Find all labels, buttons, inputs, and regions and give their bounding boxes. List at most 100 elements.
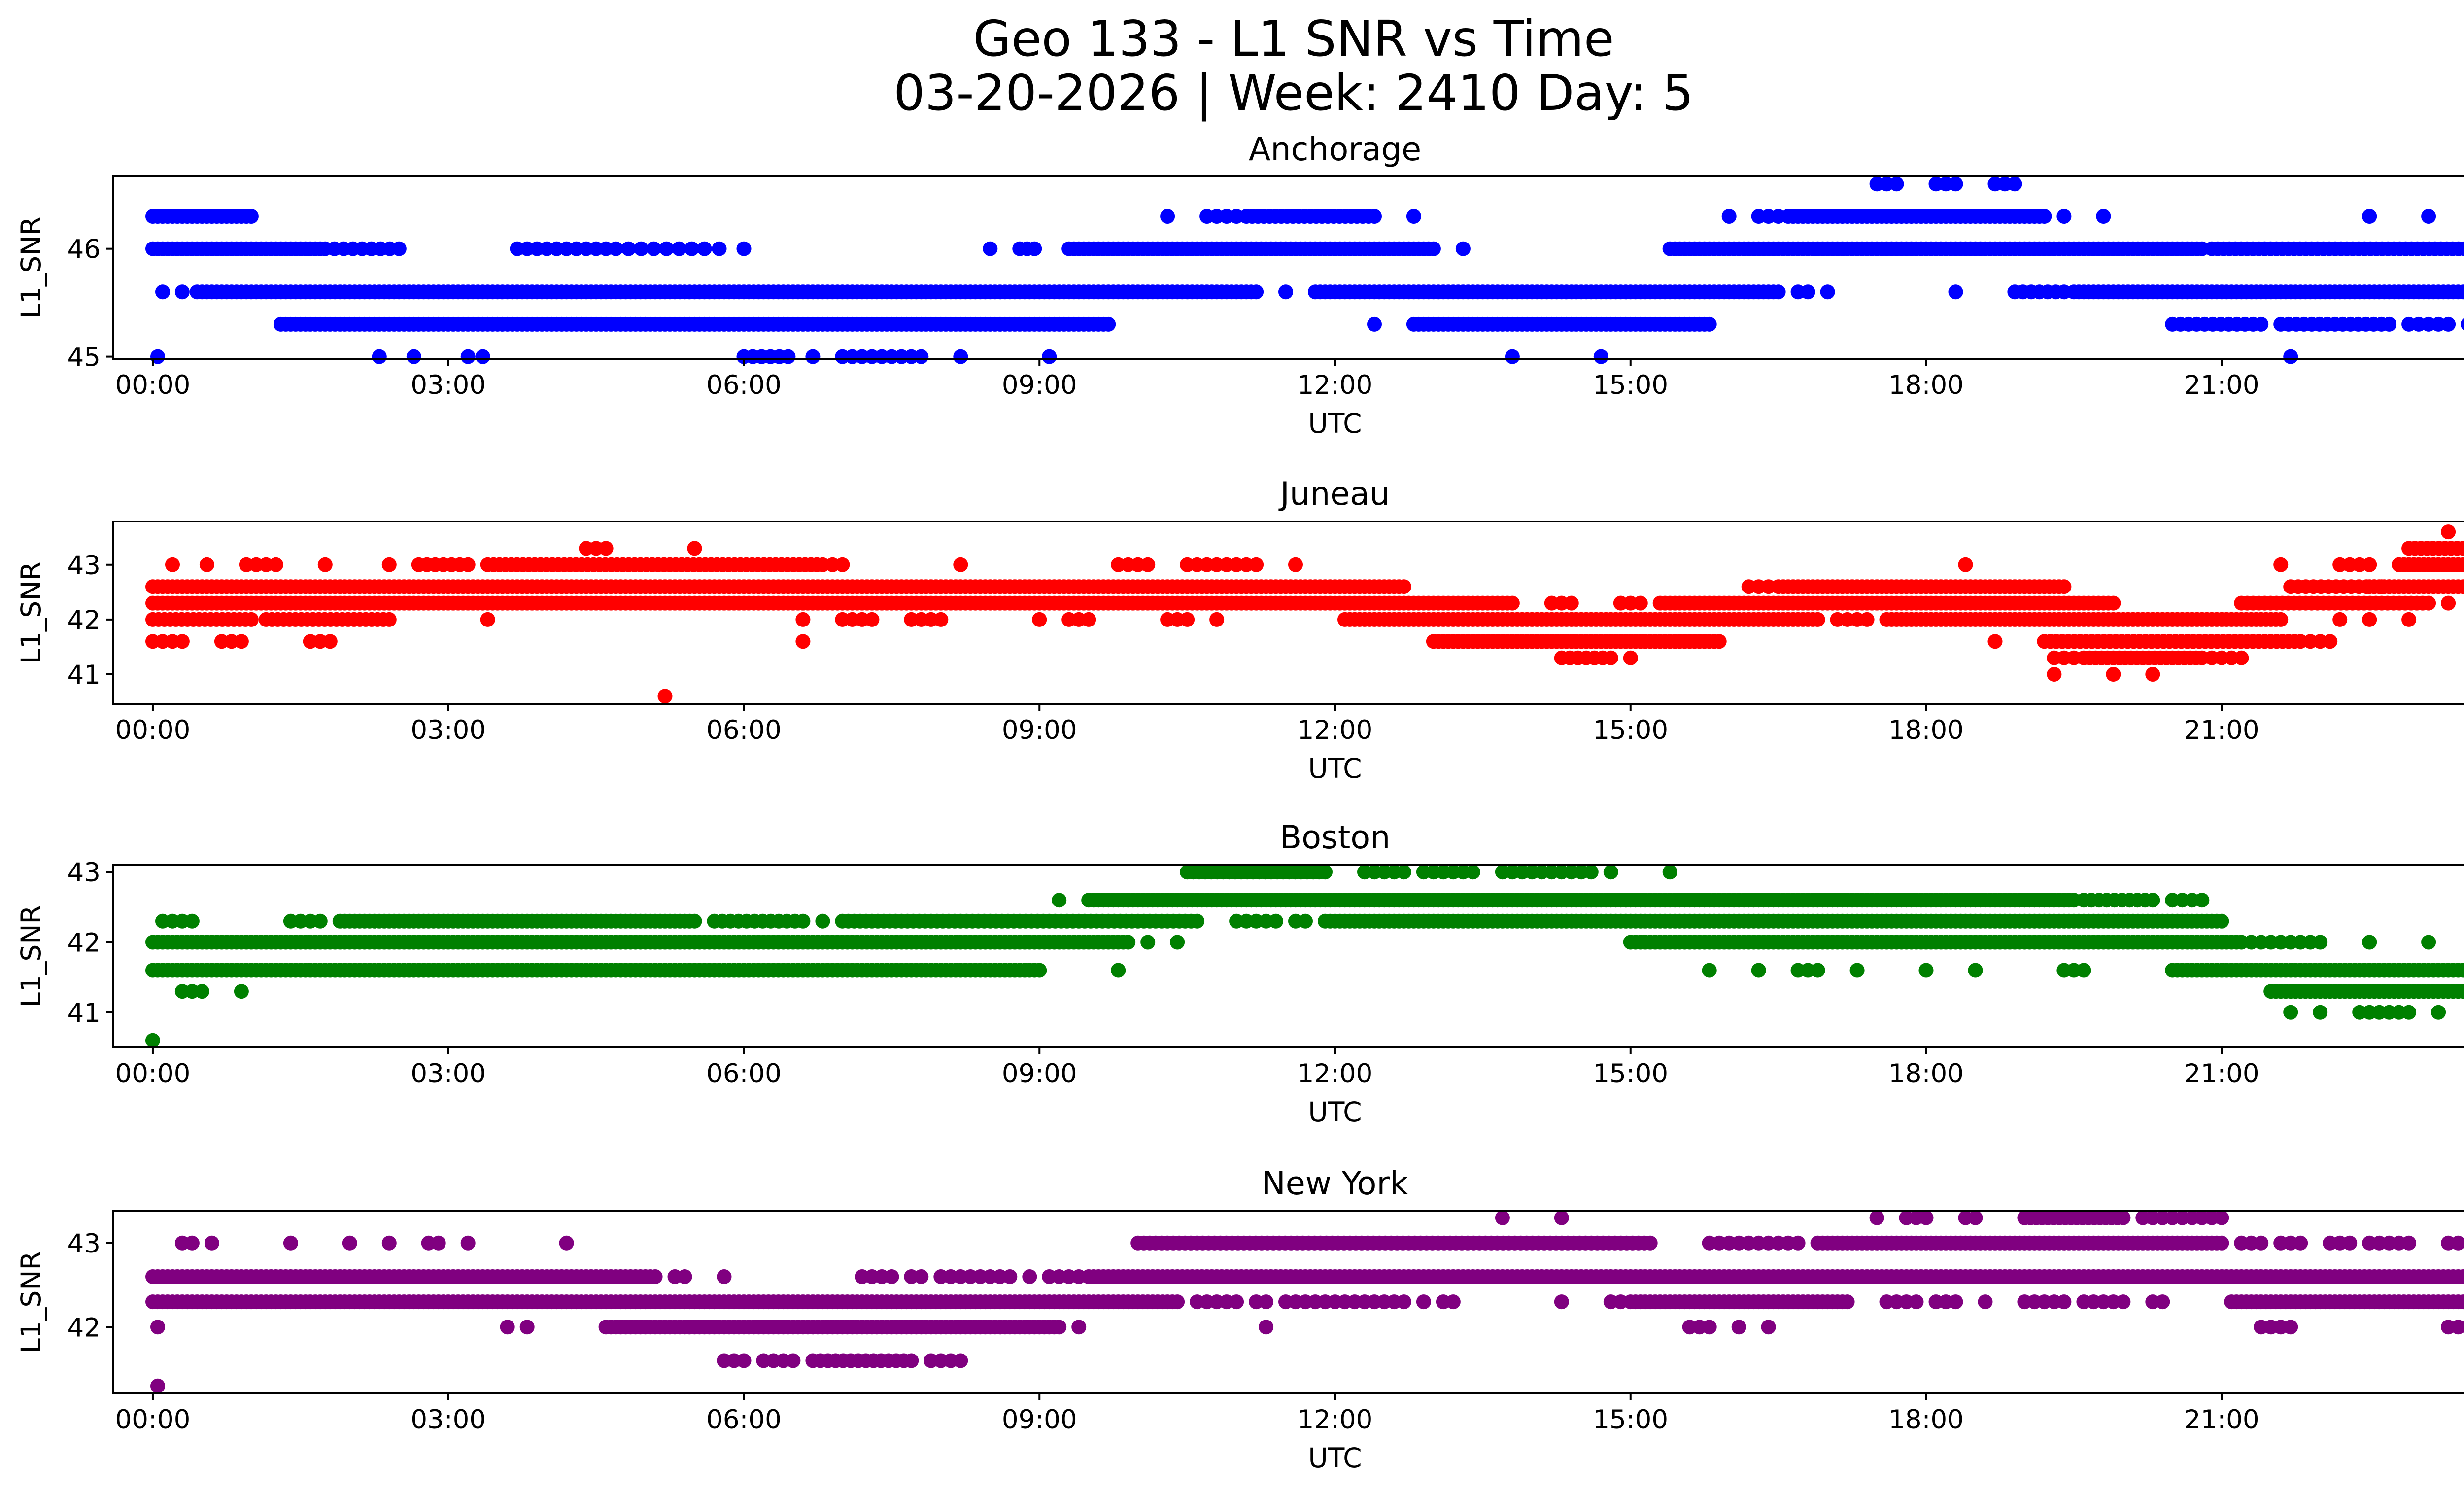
x-tick-label: 12:00 (1298, 370, 1373, 400)
data-point (2461, 964, 2464, 977)
data-point (1071, 1320, 1087, 1335)
x-tick-label: 06:00 (706, 715, 782, 745)
data-point (150, 349, 165, 364)
y-tick-label: 41 (68, 998, 101, 1028)
data-point (2254, 1235, 2269, 1251)
data-point (1859, 612, 1875, 627)
data-point (684, 241, 699, 256)
data-point (234, 634, 249, 649)
x-axis-label: UTC (1308, 408, 1362, 439)
data-point (2461, 558, 2464, 571)
data-point (2401, 1005, 2417, 1020)
data-point (2056, 209, 2072, 224)
data-point (1623, 650, 1638, 665)
data-point (475, 349, 490, 364)
data-point (2451, 1235, 2464, 1251)
data-point (1849, 963, 1865, 978)
data-point (646, 241, 661, 256)
data-point (677, 1269, 692, 1284)
figure-title-line-2: 03-20-2026 | Week: 2410 Day: 5 (893, 64, 1693, 122)
data-point (1564, 595, 1579, 611)
data-point (1662, 865, 1677, 880)
data-point (2461, 285, 2464, 298)
data-point (1052, 1320, 1067, 1335)
data-point (1002, 1269, 1018, 1284)
data-point (1249, 557, 1264, 572)
x-tick-label: 06:00 (706, 1059, 782, 1089)
data-point (2461, 985, 2464, 998)
data-point (1022, 1269, 1037, 1284)
data-point (983, 241, 998, 256)
data-point (1820, 284, 1835, 300)
subplot-title: Boston (1280, 819, 1391, 856)
subplot-title: Anchorage (1249, 131, 1421, 168)
x-tick-label: 00:00 (115, 715, 191, 745)
data-point (2461, 318, 2464, 331)
x-tick-label: 15:00 (1593, 370, 1668, 400)
y-axis-label: L1_SNR (15, 905, 47, 1007)
data-point (204, 1235, 219, 1251)
y-axis-label: L1_SNR (15, 216, 47, 318)
data-point (2401, 1235, 2417, 1251)
data-point (150, 1378, 165, 1393)
data-point (1318, 865, 1333, 880)
data-point (2313, 1005, 2328, 1020)
data-point (519, 1320, 535, 1335)
data-point (2463, 244, 2464, 253)
data-point (243, 612, 259, 627)
data-point (1396, 865, 1411, 880)
data-point (2421, 935, 2436, 950)
x-tick-label: 15:00 (1593, 1059, 1668, 1089)
y-tick-label: 45 (68, 343, 101, 373)
data-point (1495, 1210, 1510, 1225)
data-point (2342, 1235, 2358, 1251)
x-tick-label: 00:00 (115, 1405, 191, 1435)
x-tick-label: 21:00 (2184, 370, 2259, 400)
data-point (342, 1235, 357, 1251)
scatter-points (145, 176, 2464, 364)
data-point (815, 913, 830, 929)
data-point (1702, 1320, 1717, 1335)
data-point (460, 1235, 476, 1251)
scatter-points (145, 865, 2464, 1048)
x-tick-label: 00:00 (115, 1059, 191, 1089)
x-tick-label: 03:00 (411, 1405, 486, 1435)
x-tick-label: 12:00 (1298, 1059, 1373, 1089)
data-point (2076, 963, 2091, 978)
data-point (1249, 284, 1264, 300)
data-point (312, 913, 328, 929)
x-tick-label: 18:00 (1888, 370, 1964, 400)
data-point (559, 1235, 574, 1251)
data-point (914, 1269, 929, 1284)
data-point (1170, 1294, 1185, 1310)
data-point (2155, 1294, 2170, 1310)
data-point (835, 557, 850, 572)
data-point (1978, 1294, 1993, 1310)
x-axis-label: UTC (1308, 753, 1362, 784)
data-point (2362, 209, 2377, 224)
data-point (795, 634, 811, 649)
data-point (381, 612, 397, 627)
data-point (2047, 667, 2062, 682)
data-point (953, 1353, 968, 1368)
data-point (1505, 595, 1520, 611)
data-point (2457, 241, 2464, 256)
data-point (904, 1353, 919, 1368)
data-point (2283, 1005, 2298, 1020)
data-point (268, 557, 283, 572)
data-point (659, 241, 674, 256)
data-point (2106, 667, 2121, 682)
data-point (786, 1353, 801, 1368)
data-point (1288, 557, 1303, 572)
data-point (2007, 176, 2022, 192)
data-point (805, 349, 821, 364)
data-point (2362, 557, 2377, 572)
data-point (2037, 209, 2052, 224)
data-point (1209, 612, 1225, 627)
data-point (712, 241, 727, 256)
data-point (2273, 557, 2289, 572)
data-point (2214, 913, 2229, 929)
y-tick-label: 46 (68, 235, 101, 265)
data-point (884, 1269, 899, 1284)
x-tick-label: 06:00 (706, 370, 782, 400)
